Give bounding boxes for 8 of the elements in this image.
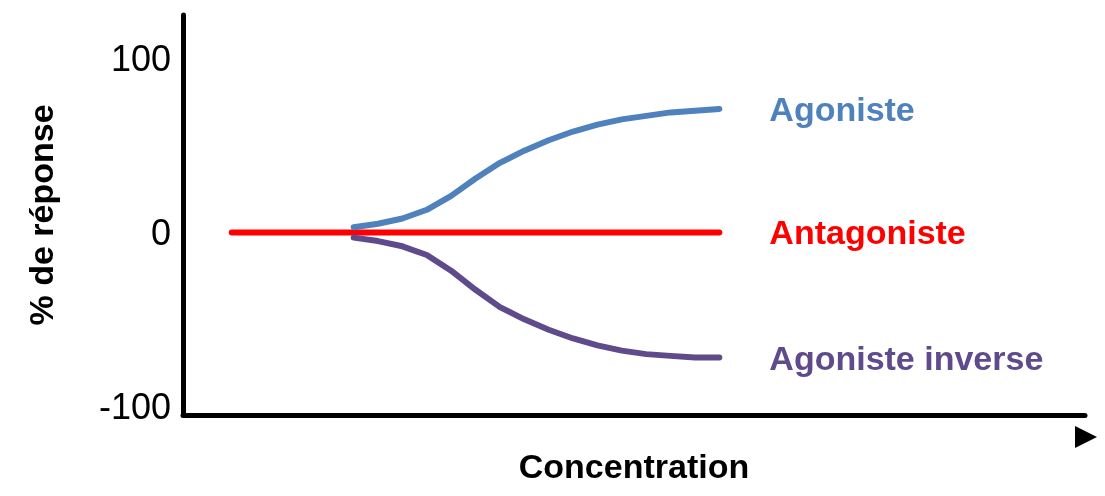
series-label: Antagoniste — [769, 213, 966, 252]
y-axis-title: % de réponse — [22, 104, 60, 326]
y-tick-label: 100 — [110, 37, 171, 79]
y-tick-label: 0 — [150, 211, 171, 253]
y-tick-label: -100 — [98, 385, 171, 427]
series-label: Agoniste — [769, 89, 915, 128]
x-axis-title: Concentration — [518, 447, 750, 485]
series-label: Agoniste inverse — [769, 338, 1044, 377]
